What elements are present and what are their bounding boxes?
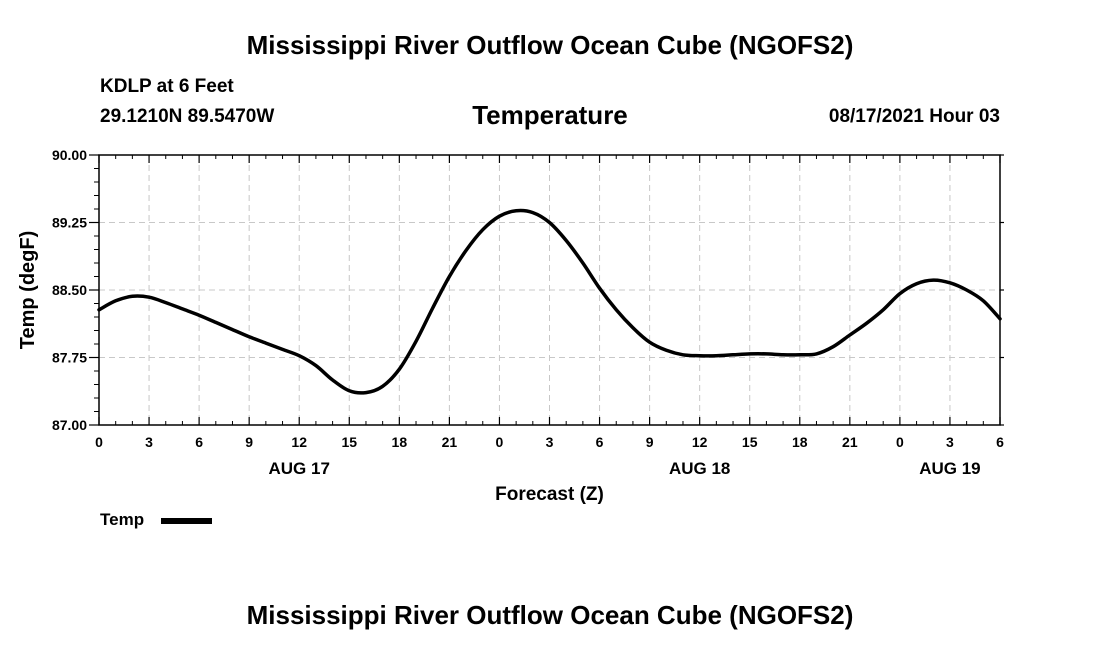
x-date-label: AUG 18 [669, 459, 730, 478]
x-tick-label: 0 [896, 434, 904, 450]
y-tick-label: 89.25 [52, 215, 87, 231]
x-date-label: AUG 19 [919, 459, 980, 478]
x-tick-label: 3 [946, 434, 954, 450]
y-tick-label: 87.75 [52, 350, 87, 366]
x-tick-label: 9 [245, 434, 253, 450]
x-tick-label: 0 [496, 434, 504, 450]
x-tick-label: 21 [842, 434, 858, 450]
y-axis-label: Temp (degF) [17, 231, 39, 350]
tick-layer [89, 154, 1004, 426]
x-tick-label: 12 [291, 434, 307, 450]
x-date-label: AUG 17 [269, 459, 330, 478]
legend-label-temp: Temp [100, 510, 144, 529]
x-tick-label: 12 [692, 434, 708, 450]
chart-subtitle: Temperature [472, 100, 628, 130]
grid-layer [99, 155, 1000, 425]
station-label: KDLP at 6 Feet [100, 76, 234, 97]
station-coordinates: 29.1210N 89.5470W [100, 106, 275, 127]
series-line-temp [97, 208, 1002, 395]
x-tick-label: 6 [596, 434, 604, 450]
footer-title: Mississippi River Outflow Ocean Cube (NG… [246, 600, 854, 630]
label-layer: 0 3 6 9 12 15 18 21 0 3 6 9 12 15 18 21 0 3 6 87.00 87.75 88.… [52, 147, 1004, 478]
x-tick-label: 18 [392, 434, 408, 450]
x-tick-label: 15 [742, 434, 758, 450]
x-tick-label: 18 [792, 434, 808, 450]
y-tick-label: 90.00 [52, 147, 87, 163]
x-tick-label: 6 [996, 434, 1004, 450]
x-tick-label: 9 [646, 434, 654, 450]
x-tick-label: 15 [341, 434, 357, 450]
chart-main-title: Mississippi River Outflow Ocean Cube (NG… [246, 30, 854, 60]
y-tick-label: 87.00 [52, 417, 87, 433]
x-tick-label: 0 [95, 434, 103, 450]
x-axis-label: Forecast (Z) [495, 484, 604, 505]
x-tick-label: 3 [546, 434, 554, 450]
x-tick-label: 6 [195, 434, 203, 450]
y-tick-label: 88.50 [52, 282, 87, 298]
x-tick-label: 21 [442, 434, 458, 450]
forecast-timestamp: 08/17/2021 Hour 03 [828, 106, 1000, 127]
x-tick-label: 3 [145, 434, 153, 450]
